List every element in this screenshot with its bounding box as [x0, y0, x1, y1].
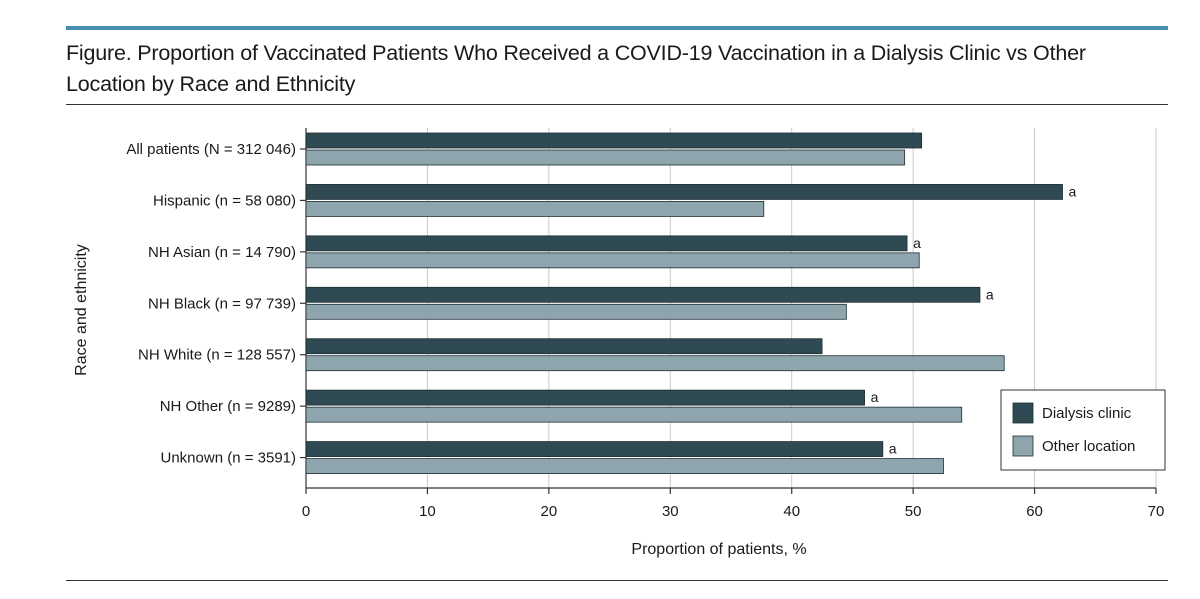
legend-label: Other location — [1042, 438, 1135, 455]
legend-label: Dialysis clinic — [1042, 405, 1132, 422]
significance-marker: a — [986, 286, 994, 302]
top-accent-rule — [66, 26, 1168, 30]
bar-other-location — [305, 406, 963, 423]
category-label: Unknown (n = 3591) — [161, 450, 297, 467]
significance-marker: a — [871, 389, 879, 405]
bar-dialysis-clinic — [305, 235, 908, 252]
bar-dialysis-clinic — [305, 184, 1063, 200]
x-axis-title: Proportion of patients, % — [631, 541, 806, 558]
category-label: NH White (n = 128 557) — [138, 347, 296, 364]
x-tick-label: 50 — [905, 503, 922, 520]
bar-other-location — [305, 303, 847, 320]
figure-title: Figure. Proportion of Vaccinated Patient… — [66, 41, 1086, 96]
bottom-divider — [66, 580, 1168, 581]
bar-other-location — [305, 458, 944, 474]
category-label: Hispanic (n = 58 080) — [153, 192, 296, 209]
category-label: NH Asian (n = 14 790) — [148, 244, 296, 261]
legend-swatch — [1012, 402, 1034, 424]
y-axis-title: Race and ethnicity — [73, 244, 90, 376]
x-tick-label: 70 — [1148, 503, 1165, 520]
bar-other-location — [305, 355, 1005, 372]
x-tick-label: 30 — [662, 503, 679, 520]
significance-marker: a — [1069, 183, 1077, 199]
bar-dialysis-clinic — [305, 389, 865, 406]
bar-dialysis-clinic — [305, 441, 884, 457]
title-divider — [66, 104, 1168, 105]
legend-box — [1000, 389, 1166, 471]
x-tick-label: 0 — [302, 503, 310, 520]
bar-other-location — [305, 252, 920, 269]
bar-dialysis-clinic — [305, 132, 923, 149]
category-label: NH Other (n = 9289) — [160, 398, 296, 415]
category-label: All patients (N = 312 046) — [126, 141, 296, 158]
x-tick-label: 20 — [541, 503, 558, 520]
x-tick-label: 60 — [1026, 503, 1043, 520]
bar-dialysis-clinic — [305, 286, 981, 303]
significance-marker: a — [889, 441, 897, 457]
bar-other-location — [305, 201, 765, 217]
bar-dialysis-clinic — [305, 338, 823, 355]
x-tick-label: 40 — [783, 503, 800, 520]
category-label: NH Black (n = 97 739) — [148, 295, 296, 312]
significance-marker: a — [913, 235, 921, 251]
x-tick-label: 10 — [419, 503, 436, 520]
legend-swatch — [1012, 435, 1034, 457]
bar-other-location — [305, 149, 906, 166]
